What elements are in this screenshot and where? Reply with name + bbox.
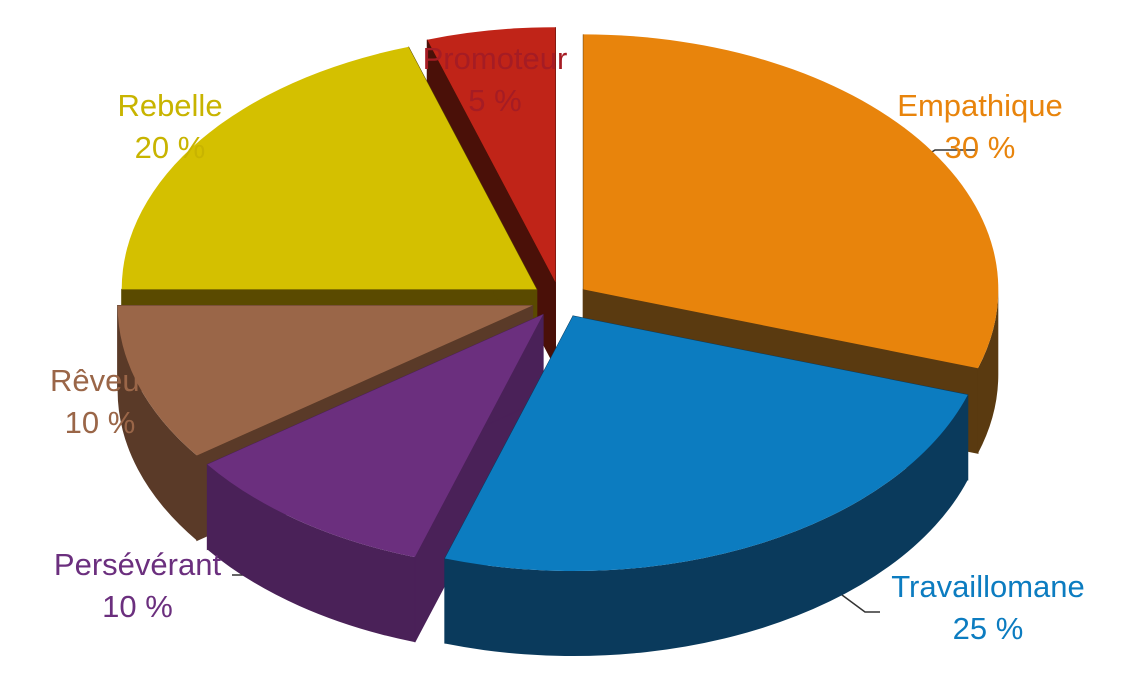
slice-percent: 10 %: [64, 405, 136, 440]
slice-name: Rêveur: [50, 363, 150, 398]
slice-top: [444, 316, 968, 572]
slice-name: Promoteur: [422, 41, 568, 76]
slice-outer-wall: [444, 394, 968, 657]
slice-percent: 30 %: [944, 130, 1016, 165]
pie-slices: [117, 27, 999, 657]
slice-percent: 10 %: [102, 589, 173, 624]
slice-percent: 25 %: [952, 611, 1024, 646]
slice-outer-wall: [977, 289, 999, 454]
slice-label-reveur: Rêveur 10 %: [25, 360, 175, 444]
slice-name: Rebelle: [117, 88, 223, 123]
slice-top: [207, 314, 544, 558]
slice-label-rebelle: Rebelle 20 %: [95, 85, 245, 169]
slice-name: Travaillomane: [891, 569, 1085, 604]
slice-top: [117, 305, 533, 456]
slice-label-perseverant: Persévérant 10 %: [30, 544, 245, 628]
slice-top: [583, 34, 999, 369]
slice-label-promoteur: Promoteur 5 %: [395, 38, 595, 122]
slice-percent: 20 %: [134, 130, 206, 165]
slice-outer-wall: [207, 464, 415, 643]
slice-label-empathique: Empathique 30 %: [870, 85, 1090, 169]
slice-label-travaillomane: Travaillomane 25 %: [868, 566, 1108, 650]
slice-name: Empathique: [897, 88, 1063, 123]
slice-top: [121, 46, 537, 290]
pie-slice-travaillomane: [444, 315, 969, 657]
slice-top: [427, 27, 556, 283]
slice-outer-wall: [117, 305, 197, 541]
slice-percent: 5 %: [468, 83, 522, 118]
slice-name: Persévérant: [53, 547, 222, 582]
